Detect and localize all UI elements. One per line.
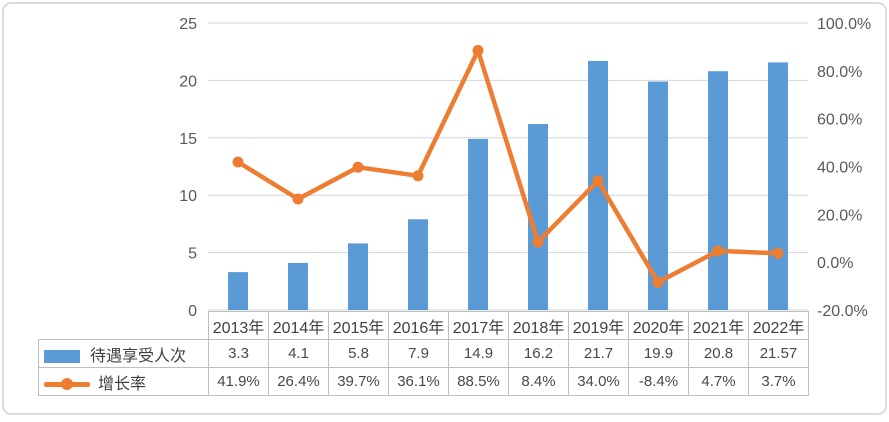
line-marker-2017年: [472, 45, 484, 56]
bar-series-swatch-icon: [44, 349, 80, 363]
line-marker-2022年: [772, 247, 784, 259]
bar-2017年: [468, 138, 488, 310]
year-header-cell: 2014年: [268, 311, 329, 340]
bar-2018年: [528, 124, 548, 310]
table-value-cell: 7.9: [388, 339, 449, 368]
year-header-cell: 2016年: [388, 311, 449, 340]
table-value-cell: 19.9: [628, 339, 689, 368]
year-header-cell: 2017年: [448, 311, 509, 340]
table-value-cell: 34.0%: [568, 367, 629, 396]
left-axis-tick-label: 25: [179, 16, 197, 33]
table-value-cell: 3.3: [208, 339, 269, 368]
line-marker-2016年: [412, 170, 424, 182]
left-axis-tick-label: 20: [179, 73, 197, 90]
table-value-cell: 3.7%: [748, 367, 809, 396]
right-axis-tick-label: 20.0%: [817, 207, 862, 224]
bar-2021年: [708, 71, 728, 310]
year-header-cell: 2021年: [688, 311, 749, 340]
table-value-cell: 39.7%: [328, 367, 389, 396]
line-marker-2019年: [592, 175, 604, 187]
growth-rate-line: [235, 48, 781, 285]
series-name-label: 待遇享受人次: [90, 347, 187, 365]
line-series-swatch-icon: [44, 378, 90, 391]
line-marker-2013年: [232, 156, 244, 168]
table-value-cell: 4.1: [268, 339, 329, 368]
year-header-cell: 2020年: [628, 311, 689, 340]
table-corner-spacer: [39, 312, 209, 340]
year-header-cell: 2015年: [328, 311, 389, 340]
right-axis-tick-label: -20.0%: [817, 303, 868, 320]
table-value-cell: 88.5%: [448, 367, 509, 396]
right-axis-tick-label: 40.0%: [817, 160, 862, 177]
line-marker-2018年: [532, 236, 544, 248]
year-header-cell: 2019年: [568, 311, 629, 340]
table-value-cell: 36.1%: [388, 367, 449, 396]
legend-cell-line-series: 增长率: [38, 367, 209, 396]
left-axis-tick-label: 0: [188, 303, 197, 320]
right-axis-tick-label: 100.0%: [817, 16, 871, 33]
right-axis-tick-label: 0.0%: [817, 255, 853, 272]
line-marker-2015年: [352, 161, 364, 173]
right-axis-tick-label: 60.0%: [817, 112, 862, 129]
bar-2014年: [288, 262, 308, 310]
line-marker-2014年: [292, 193, 304, 205]
bar-2020年: [648, 81, 668, 310]
chart-data-table: 2013年 2014年 2015年 2016年 2017年 2018年 2019年 2020年…: [38, 311, 809, 396]
table-value-cell: 8.4%: [508, 367, 569, 396]
line-marker-icon: [61, 378, 73, 391]
table-value-cell: 16.2: [508, 339, 569, 368]
bar-2013年: [228, 272, 248, 310]
line-marker-2021年: [712, 245, 724, 257]
line-marker-2020年: [652, 276, 664, 288]
table-value-cell: 21.57: [748, 339, 809, 368]
bar-2016年: [408, 219, 428, 310]
left-axis-tick-label: 15: [179, 131, 197, 148]
table-value-cell: 4.7%: [688, 367, 749, 396]
year-header-cell: 2013年: [208, 311, 269, 340]
legend-cell-bar-series: 待遇享受人次: [38, 339, 209, 368]
left-axis-tick-label: 10: [179, 188, 197, 205]
table-value-cell: 26.4%: [268, 367, 329, 396]
table-value-cell: 14.9: [448, 339, 509, 368]
series-name-label: 增长率: [98, 375, 147, 393]
left-axis-tick-label: 5: [188, 246, 197, 263]
year-header-cell: 2018年: [508, 311, 569, 340]
table-value-cell: -8.4%: [628, 367, 689, 396]
table-value-cell: 41.9%: [208, 367, 269, 396]
bar-2022年: [768, 62, 788, 311]
table-value-cell: 20.8: [688, 339, 749, 368]
year-header-cell: 2022年: [748, 311, 809, 340]
bar-2015年: [348, 243, 368, 310]
right-axis-tick-label: 80.0%: [817, 64, 862, 81]
table-value-cell: 21.7: [568, 339, 629, 368]
table-value-cell: 5.8: [328, 339, 389, 368]
